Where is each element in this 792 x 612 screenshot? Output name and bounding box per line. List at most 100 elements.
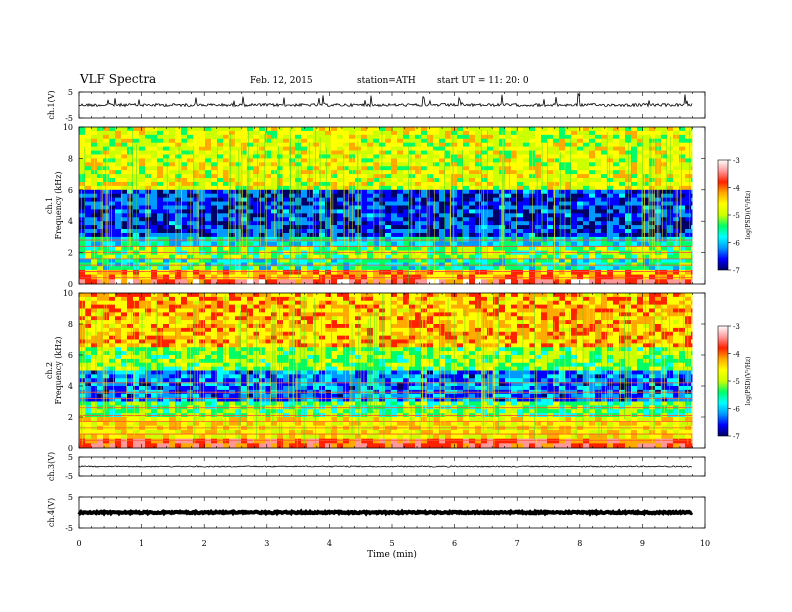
spectrogram-cell [313, 189, 320, 195]
spectrogram-cell [217, 213, 224, 218]
spectrogram-cell [205, 217, 212, 222]
spectrogram-cell [565, 241, 572, 247]
spectrogram-cell [547, 166, 554, 171]
spectrogram-cell [169, 178, 176, 183]
spectrogram-cell [115, 225, 122, 230]
spectrogram-cell [505, 205, 512, 210]
spectrogram-cell [631, 262, 638, 267]
spectrogram-cell [487, 166, 494, 171]
spectrogram-cell [463, 241, 470, 247]
spectrogram-cell [265, 142, 272, 147]
spectrogram-cell [397, 279, 404, 285]
spectrogram-cell [397, 296, 404, 302]
spectrogram-cell [631, 221, 638, 226]
spectrogram-cell [151, 279, 158, 285]
spectrogram-cell [505, 178, 512, 183]
spectrogram-cell [547, 158, 554, 163]
spectrogram-cell [553, 262, 560, 267]
spectrogram-cell [115, 241, 122, 247]
spectrogram-cell [637, 304, 644, 309]
spectrogram-cell [241, 221, 248, 226]
spectrogram-cell [151, 138, 158, 143]
spectrogram-cell [343, 146, 350, 151]
spectrogram-cell [283, 254, 290, 260]
spectrogram-cell [571, 193, 578, 198]
spectrogram-cell [523, 241, 530, 247]
spectrogram-cell [307, 232, 314, 238]
spectrogram-cell [97, 130, 104, 136]
spectrogram-cell [637, 130, 644, 136]
spectrogram-cell [661, 232, 668, 238]
spectrogram-cell [637, 213, 644, 218]
spectrogram-cell [253, 300, 260, 305]
spectrogram-cell [685, 185, 692, 191]
spectrogram-cell [439, 205, 446, 210]
spectrogram-cell [421, 293, 428, 298]
spectrogram-cell [109, 269, 116, 275]
spectrogram-cell [493, 246, 500, 251]
spectrogram-cell [187, 246, 194, 251]
spectrogram-cell [157, 134, 164, 140]
spectrogram-cell [421, 150, 428, 155]
spectrogram-cell [301, 293, 308, 298]
spectrogram-cell [193, 225, 200, 230]
spectrogram-cell [169, 189, 176, 195]
spectrogram-cell [541, 304, 548, 309]
spectrogram-cell [307, 193, 314, 198]
spectrogram-cell [223, 293, 230, 298]
spectrogram-cell [469, 154, 476, 159]
spectrogram-cell [205, 127, 212, 132]
spectrogram-cell [169, 296, 176, 302]
spectrogram-cell [403, 142, 410, 147]
spectrogram-cell [385, 300, 392, 305]
spectrogram-cell [559, 134, 566, 140]
spectrogram-cell [241, 205, 248, 210]
spectrogram-cell [109, 221, 116, 226]
spectrogram-cell [691, 308, 693, 313]
spectrogram-cell [229, 213, 236, 218]
spectrogram-cell [373, 146, 380, 151]
spectrogram-cell [619, 181, 626, 187]
spectrogram-cell [283, 185, 290, 191]
spectrogram-cell [103, 312, 110, 317]
spectrogram-cell [691, 262, 693, 267]
spectrogram-cell [547, 217, 554, 222]
spectrogram-cell [229, 178, 236, 183]
spectrogram-cell [145, 254, 152, 260]
spectrogram-cell [301, 181, 308, 187]
spectrogram-cell [169, 236, 176, 242]
spectrogram-cell [181, 254, 188, 260]
spectrogram-cell [577, 130, 584, 136]
spectrogram-cell [451, 162, 458, 167]
spectrogram-cell [517, 241, 524, 247]
spectrogram-cell [259, 134, 266, 140]
spectrogram-cell [577, 174, 584, 179]
spectrogram-cell [307, 225, 314, 230]
spectrogram-cell [559, 166, 566, 171]
spectrogram-cell [109, 146, 116, 151]
spectrogram-cell [97, 189, 104, 195]
spectrogram-cell [373, 162, 380, 167]
spectrogram-cell [469, 205, 476, 210]
spectrogram-cell [559, 170, 566, 175]
spectrogram-cell [325, 246, 332, 251]
spectrogram-cell [631, 266, 638, 271]
spectrogram-cell [577, 241, 584, 247]
spectrogram-cell [619, 189, 626, 195]
spectrogram-cell [559, 181, 566, 187]
spectrogram-cell [127, 146, 134, 151]
spectrogram-cell [187, 197, 194, 202]
spectrogram-cell [415, 201, 422, 206]
spectrogram-cell [169, 304, 176, 309]
spectrogram-cell [121, 193, 128, 198]
spectrogram-cell [277, 300, 284, 305]
spectrogram-cell [493, 296, 500, 302]
spectrogram-cell [397, 142, 404, 147]
spectrogram-cell [631, 213, 638, 218]
spectrogram-cell [103, 262, 110, 267]
spectrogram-cell [91, 130, 98, 136]
spectrogram-cell [343, 232, 350, 238]
spectrogram-cell [121, 296, 128, 302]
spectrogram-cell [469, 304, 476, 309]
spectrogram-cell [97, 154, 104, 159]
